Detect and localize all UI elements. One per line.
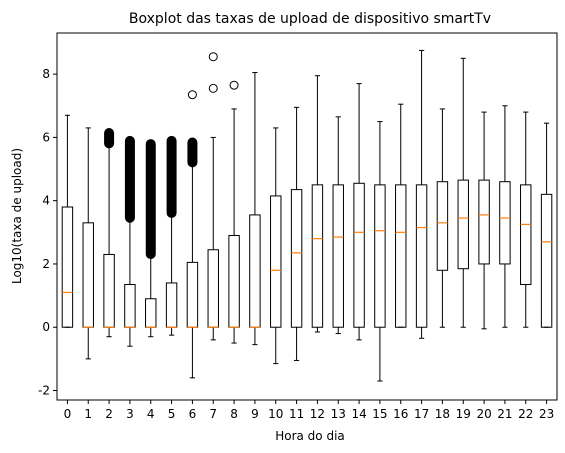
- x-tick-label: 4: [147, 407, 155, 421]
- box-iqr: [145, 298, 157, 328]
- x-tick-label: 10: [268, 407, 283, 421]
- box-iqr: [103, 253, 115, 328]
- x-tick-label: 18: [435, 407, 450, 421]
- x-tick-label: 11: [289, 407, 304, 421]
- plot-frame: [56, 32, 558, 401]
- box-iqr: [499, 181, 511, 265]
- x-tick-label: 14: [351, 407, 366, 421]
- box-iqr: [186, 261, 199, 328]
- x-tick-label: 19: [456, 407, 471, 421]
- x-axis-label: Hora do dia: [275, 429, 345, 443]
- box-iqr: [478, 179, 490, 265]
- box-iqr: [249, 214, 261, 328]
- box-iqr: [311, 184, 324, 328]
- y-tick-label: 0: [42, 320, 50, 334]
- outlier-cluster: [187, 137, 198, 168]
- y-tick-label: 2: [42, 257, 50, 271]
- outlier-cluster: [166, 135, 177, 218]
- box-iqr: [540, 193, 553, 328]
- x-tick-label: 21: [497, 407, 512, 421]
- box-iqr: [520, 184, 532, 286]
- x-tick-label: 15: [372, 407, 387, 421]
- x-tick-label: 8: [230, 407, 238, 421]
- box-iqr: [457, 179, 469, 270]
- outlier-point: [187, 90, 197, 100]
- box-iqr: [124, 284, 136, 328]
- y-tick-label: -2: [38, 384, 50, 398]
- x-tick-label: 16: [393, 407, 408, 421]
- x-tick-label: 20: [476, 407, 491, 421]
- box-iqr: [290, 189, 303, 328]
- x-tick-label: 3: [126, 407, 134, 421]
- x-tick-label: 6: [189, 407, 197, 421]
- box-iqr: [207, 249, 219, 328]
- x-tick-label: 22: [518, 407, 533, 421]
- x-tick-label: 2: [105, 407, 113, 421]
- x-tick-label: 17: [414, 407, 429, 421]
- x-tick-label: 23: [539, 407, 554, 421]
- box-iqr: [332, 184, 344, 328]
- box-iqr: [270, 195, 282, 328]
- box-iqr: [165, 282, 178, 328]
- x-tick-label: 7: [209, 407, 217, 421]
- x-tick-label: 9: [251, 407, 259, 421]
- outlier-point: [208, 52, 218, 62]
- x-tick-label: 13: [331, 407, 346, 421]
- chart-title: Boxplot das taxas de upload de dispositi…: [129, 11, 491, 27]
- box-iqr: [228, 234, 240, 328]
- box-iqr: [374, 184, 386, 328]
- outlier-point: [229, 80, 239, 90]
- box-iqr: [415, 184, 428, 328]
- x-tick-label: 12: [310, 407, 325, 421]
- x-tick-label: 5: [168, 407, 176, 421]
- outlier-point: [208, 83, 218, 93]
- y-tick-label: 4: [42, 194, 50, 208]
- y-tick-label: 6: [42, 130, 50, 144]
- y-axis-label: Log10(taxa de upload): [10, 148, 24, 284]
- x-tick-label: 0: [64, 407, 72, 421]
- box-iqr: [353, 182, 365, 328]
- y-tick-label: 8: [42, 67, 50, 81]
- box-iqr: [61, 206, 74, 328]
- box-iqr: [395, 184, 407, 328]
- outlier-cluster: [145, 139, 156, 260]
- outlier-cluster: [124, 135, 135, 223]
- x-tick-label: 1: [84, 407, 92, 421]
- box-iqr: [82, 222, 94, 328]
- outlier-cluster: [104, 127, 115, 149]
- box-iqr: [436, 181, 449, 271]
